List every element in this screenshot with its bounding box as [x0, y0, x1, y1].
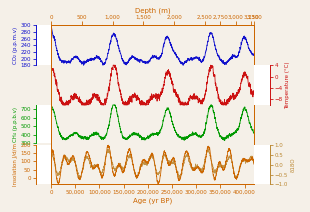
- Y-axis label: Temperature (°C): Temperature (°C): [286, 61, 290, 109]
- X-axis label: Depth (m): Depth (m): [135, 7, 170, 14]
- Y-axis label: CO₂ (p.p.m.v): CO₂ (p.p.m.v): [12, 27, 17, 64]
- X-axis label: Age (yr BP): Age (yr BP): [133, 198, 172, 204]
- Y-axis label: δ18O: δ18O: [291, 157, 296, 172]
- Y-axis label: CH₄ (p.p.b.v): CH₄ (p.p.b.v): [12, 106, 17, 142]
- Y-axis label: Insolation J/d/m: Insolation J/d/m: [12, 143, 17, 186]
